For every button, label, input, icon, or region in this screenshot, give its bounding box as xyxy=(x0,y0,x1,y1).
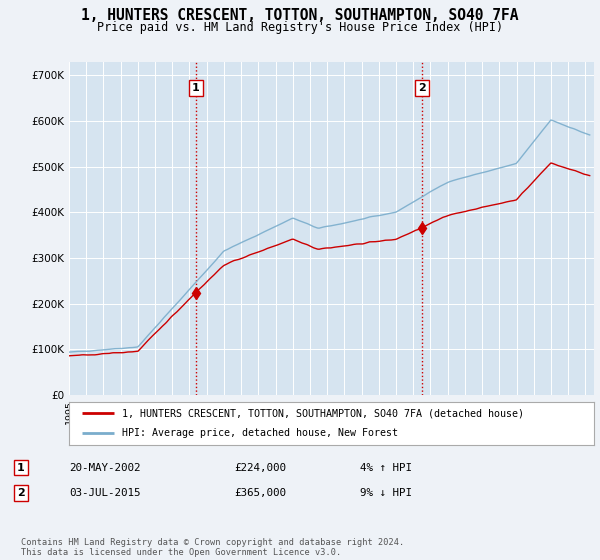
Text: Price paid vs. HM Land Registry's House Price Index (HPI): Price paid vs. HM Land Registry's House … xyxy=(97,21,503,34)
Text: 4% ↑ HPI: 4% ↑ HPI xyxy=(360,463,412,473)
Text: 1: 1 xyxy=(17,463,25,473)
Text: 2: 2 xyxy=(17,488,25,498)
Text: 20-MAY-2002: 20-MAY-2002 xyxy=(69,463,140,473)
Text: 9% ↓ HPI: 9% ↓ HPI xyxy=(360,488,412,498)
Text: Contains HM Land Registry data © Crown copyright and database right 2024.
This d: Contains HM Land Registry data © Crown c… xyxy=(21,538,404,557)
Text: £365,000: £365,000 xyxy=(234,488,286,498)
Text: HPI: Average price, detached house, New Forest: HPI: Average price, detached house, New … xyxy=(121,428,398,438)
Text: £224,000: £224,000 xyxy=(234,463,286,473)
Text: 03-JUL-2015: 03-JUL-2015 xyxy=(69,488,140,498)
Text: 1: 1 xyxy=(192,83,200,94)
Text: 2: 2 xyxy=(418,83,426,94)
Text: 1, HUNTERS CRESCENT, TOTTON, SOUTHAMPTON, SO40 7FA (detached house): 1, HUNTERS CRESCENT, TOTTON, SOUTHAMPTON… xyxy=(121,408,523,418)
Text: 1, HUNTERS CRESCENT, TOTTON, SOUTHAMPTON, SO40 7FA: 1, HUNTERS CRESCENT, TOTTON, SOUTHAMPTON… xyxy=(81,8,519,24)
